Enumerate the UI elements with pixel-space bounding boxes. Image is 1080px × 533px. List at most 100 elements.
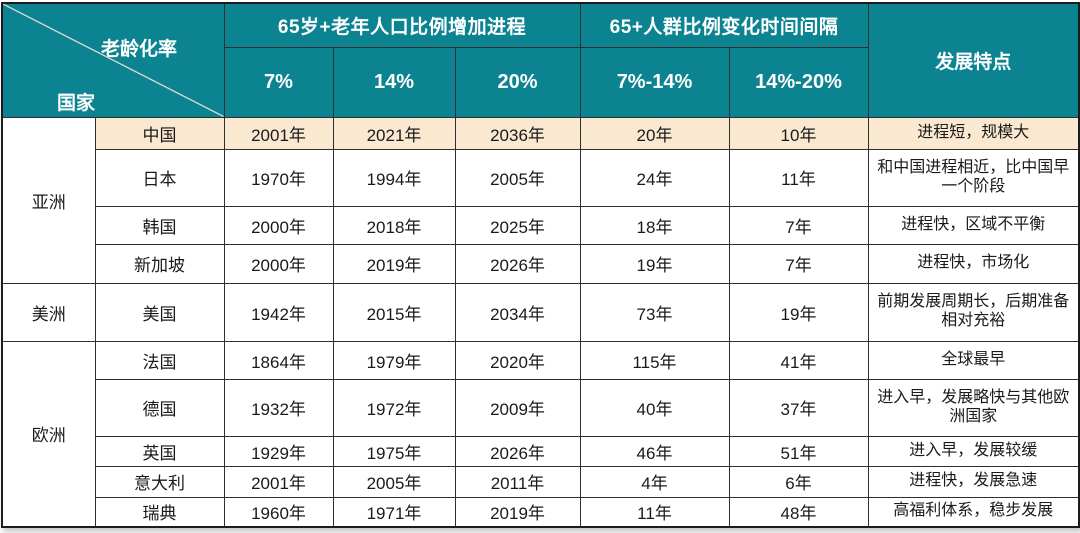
- value-cell: 40年: [579, 378, 730, 437]
- value-cell: 51年: [728, 435, 869, 467]
- value-cell: 73年: [579, 282, 730, 342]
- value-cell: 2026年: [454, 243, 581, 284]
- header-group-progress: 65岁+老年人口比例增加进程: [223, 2, 581, 48]
- header-group-interval: 65+人群比例变化时间间隔: [579, 2, 869, 48]
- table-header: 老龄化率 国家 65岁+老年人口比例增加进程 65+人群比例变化时间间隔 发展特…: [1, 2, 1080, 118]
- country-cell: 瑞典: [94, 496, 225, 528]
- value-cell: 2015年: [332, 282, 456, 342]
- table-row: 韩国 2000年 2018年 2025年 18年 7年 进程快，区域不平衡: [2, 205, 1080, 245]
- table-row: 瑞典 1960年 1971年 2019年 11年 48年 高福利体系，稳步发展: [2, 496, 1080, 528]
- country-cell: 美国: [94, 282, 225, 342]
- value-cell: 2000年: [223, 205, 334, 245]
- feature-cell: 进入早，发展略快与其他欧洲国家: [867, 378, 1080, 437]
- value-cell: 19年: [579, 243, 730, 284]
- value-cell: 1979年: [332, 340, 456, 380]
- value-cell: 2000年: [223, 243, 334, 284]
- value-cell: 1994年: [332, 148, 456, 207]
- value-cell: 2001年: [223, 465, 334, 498]
- header-col-14-20: 14%-20%: [728, 46, 869, 118]
- value-cell: 2001年: [223, 116, 334, 150]
- region-cell: 美洲: [1, 282, 96, 342]
- table-body: 亚洲 中国 2001年 2021年 2036年 20年 10年 进程短，规模大 日本 1970年 1…: [1, 116, 1080, 528]
- value-cell: 1942年: [223, 282, 334, 342]
- value-cell: 1960年: [223, 496, 334, 528]
- value-cell: 1972年: [332, 378, 456, 437]
- table-row: 意大利 2001年 2005年 2011年 4年 6年 进程快，发展急速: [2, 465, 1080, 498]
- value-cell: 1975年: [332, 435, 456, 467]
- value-cell: 2011年: [454, 465, 581, 498]
- value-cell: 2020年: [454, 340, 581, 380]
- table-row: 日本 1970年 1994年 2005年 24年 11年 和中国进程相近，比中国早一个阶段: [2, 148, 1080, 207]
- table-row: 新加坡 2000年 2019年 2026年 19年 7年 进程快，市场化: [2, 243, 1080, 284]
- value-cell: 24年: [579, 148, 730, 207]
- value-cell: 37年: [728, 378, 869, 437]
- value-cell: 48年: [728, 496, 869, 528]
- value-cell: 10年: [728, 116, 869, 150]
- corner-cell: 老龄化率 国家: [1, 2, 225, 118]
- header-col-7pct: 7%: [223, 46, 334, 118]
- corner-label-aging-rate: 老龄化率: [101, 39, 178, 60]
- country-cell: 韩国: [94, 205, 225, 245]
- table-row: 欧洲 法国 1864年 1979年 2020年 115年 41年 全球最早: [1, 340, 1080, 528]
- country-cell: 中国: [94, 116, 225, 150]
- value-cell: 2009年: [454, 378, 581, 437]
- value-cell: 18年: [579, 205, 730, 245]
- feature-cell: 进程短，规模大: [867, 116, 1080, 150]
- country-cell: 英国: [94, 435, 225, 467]
- feature-cell: 高福利体系，稳步发展: [867, 496, 1080, 528]
- value-cell: 19年: [728, 282, 869, 342]
- feature-cell: 进程快，市场化: [867, 243, 1080, 284]
- value-cell: 2036年: [454, 116, 581, 150]
- feature-cell: 进入早，发展较缓: [867, 435, 1080, 467]
- header-feature: 发展特点: [867, 2, 1080, 118]
- header-col-14pct: 14%: [332, 46, 456, 118]
- region-cell: 欧洲: [1, 340, 96, 528]
- value-cell: 2005年: [454, 148, 581, 207]
- feature-cell: 进程快，发展急速: [867, 465, 1080, 498]
- value-cell: 1864年: [223, 340, 334, 380]
- value-cell: 2019年: [332, 243, 456, 284]
- country-cell: 新加坡: [94, 243, 225, 284]
- value-cell: 7年: [728, 205, 869, 245]
- header-col-20pct: 20%: [454, 46, 581, 118]
- table-row: 美洲 美国 1942年 2015年 2034年 73年 19年 前期发展周期长，后期准备相对充…: [1, 282, 1080, 342]
- value-cell: 4年: [579, 465, 730, 498]
- country-cell: 法国: [94, 340, 225, 380]
- table-row: 英国 1929年 1975年 2026年 46年 51年 进入早，发展较缓: [2, 435, 1080, 467]
- header-col-7-14: 7%-14%: [579, 46, 730, 118]
- value-cell: 2021年: [332, 116, 456, 150]
- value-cell: 2034年: [454, 282, 581, 342]
- value-cell: 46年: [579, 435, 730, 467]
- value-cell: 2026年: [454, 435, 581, 467]
- value-cell: 7年: [728, 243, 869, 284]
- value-cell: 41年: [728, 340, 869, 380]
- value-cell: 2005年: [332, 465, 456, 498]
- country-cell: 意大利: [94, 465, 225, 498]
- value-cell: 115年: [579, 340, 730, 380]
- value-cell: 2025年: [454, 205, 581, 245]
- region-cell: 亚洲: [1, 116, 96, 284]
- value-cell: 1932年: [223, 378, 334, 437]
- diagonal-divider-line: [3, 4, 224, 117]
- value-cell: 11年: [579, 496, 730, 528]
- corner-label-country: 国家: [57, 93, 96, 114]
- value-cell: 11年: [728, 148, 869, 207]
- feature-cell: 前期发展周期长，后期准备相对充裕: [867, 282, 1080, 342]
- value-cell: 1929年: [223, 435, 334, 467]
- country-cell: 日本: [94, 148, 225, 207]
- table-row: 亚洲 中国 2001年 2021年 2036年 20年 10年 进程短，规模大: [1, 116, 1080, 284]
- feature-cell: 和中国进程相近，比中国早一个阶段: [867, 148, 1080, 207]
- feature-cell: 进程快，区域不平衡: [867, 205, 1080, 245]
- header-group-row: 老龄化率 国家 65岁+老年人口比例增加进程 65+人群比例变化时间间隔 发展特…: [1, 2, 1080, 118]
- table-row: 德国 1932年 1972年 2009年 40年 37年 进入早，发展略快与其他欧洲国家: [2, 378, 1080, 437]
- country-cell: 德国: [94, 378, 225, 437]
- value-cell: 6年: [728, 465, 869, 498]
- value-cell: 1971年: [332, 496, 456, 528]
- feature-cell: 全球最早: [867, 340, 1080, 380]
- value-cell: 20年: [579, 116, 730, 150]
- value-cell: 2019年: [454, 496, 581, 528]
- value-cell: 1970年: [223, 148, 334, 207]
- value-cell: 2018年: [332, 205, 456, 245]
